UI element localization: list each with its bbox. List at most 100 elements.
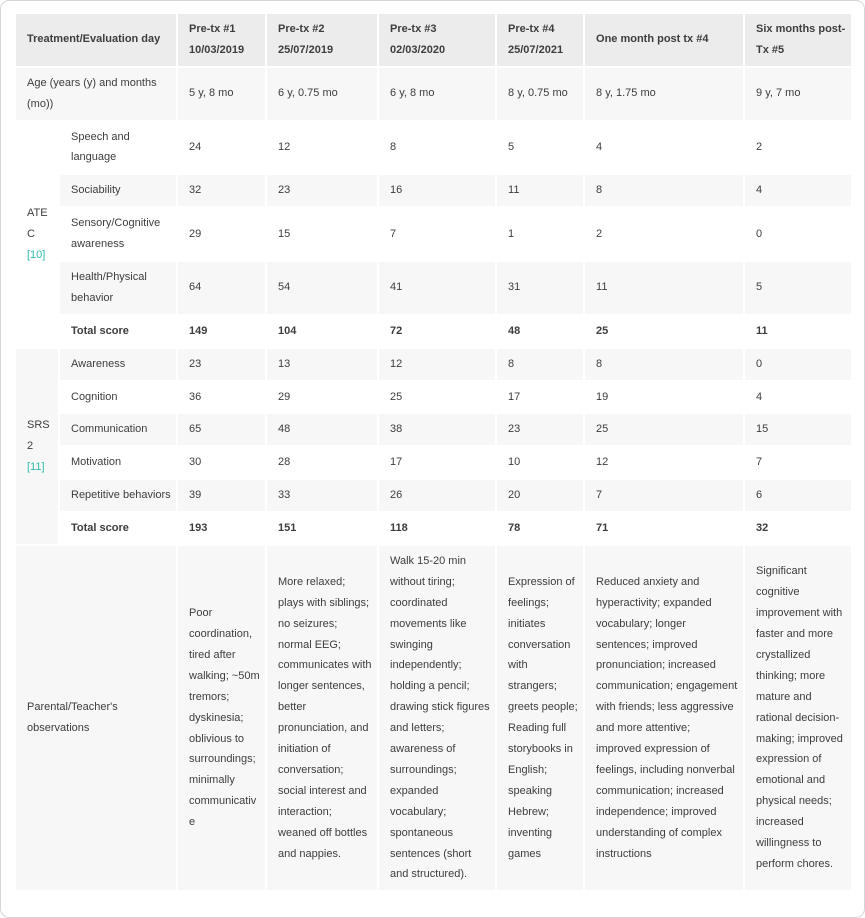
row-label-communication: Communication: [57, 412, 179, 448]
table-row-srs2-cognition: Cognition 36 29 25 17 19 4: [15, 379, 854, 415]
column-header-pretx2: Pre-tx #2 25/07/2019: [265, 12, 380, 68]
observation-cell: Significant cognitive improvement with f…: [743, 544, 854, 893]
column-header-pretx4: Pre-tx #4 25/07/2021: [495, 12, 586, 68]
table-row-atec-health: Health/Physical behavior 64 54 41 31 11 …: [15, 260, 854, 316]
score-cell: 15: [743, 412, 854, 448]
group-label-atec: ATEC [10]: [14, 119, 60, 349]
score-cell: 31: [495, 260, 586, 316]
score-cell: 7: [743, 445, 854, 481]
row-label-speech-language: Speech and language: [57, 119, 179, 176]
observation-cell: Expression of feelings; initiates conver…: [495, 544, 586, 893]
total-score-cell: 193: [176, 511, 268, 547]
table-row-srs2-motivation: Motivation 30 28 17 10 12 7: [15, 445, 854, 481]
table-row-atec-sociability: Sociability 32 23 16 11 8 4: [15, 173, 854, 209]
score-cell: 7: [583, 478, 746, 514]
total-score-cell: 149: [176, 313, 268, 349]
score-cell: 4: [583, 119, 746, 176]
score-cell: 4: [743, 173, 854, 209]
score-cell: 33: [265, 478, 380, 514]
score-cell: 8: [495, 346, 586, 382]
citation-link-11[interactable]: [11]: [27, 460, 45, 473]
score-cell: 29: [265, 379, 380, 415]
group-name-atec: ATEC: [27, 206, 48, 240]
column-header-six-months-post: Six months post-Tx #5: [743, 12, 854, 68]
row-label-sociability: Sociability: [57, 173, 179, 209]
score-cell: 5: [495, 119, 586, 176]
score-cell: 11: [583, 260, 746, 316]
score-cell: 32: [176, 173, 268, 209]
total-score-cell: 118: [377, 511, 498, 547]
score-cell: 65: [176, 412, 268, 448]
score-cell: 15: [265, 206, 380, 263]
total-score-cell: 48: [495, 313, 586, 349]
table-row-observations: Parental/Teacher's observations Poor coo…: [13, 544, 854, 893]
treatment-evaluation-table: Treatment/Evaluation day Pre-tx #1 10/03…: [13, 12, 854, 893]
score-cell: 25: [583, 412, 746, 448]
total-score-cell: 25: [583, 313, 746, 349]
total-score-cell: 72: [377, 313, 498, 349]
age-cell: 6 y, 8 mo: [377, 65, 498, 122]
age-cell: 9 y, 7 mo: [743, 65, 854, 122]
score-cell: 13: [265, 346, 380, 382]
score-cell: 1: [495, 206, 586, 263]
row-label-motivation: Motivation: [57, 445, 179, 481]
score-cell: 4: [743, 379, 854, 415]
row-label-repetitive-behaviors: Repetitive behaviors: [57, 478, 179, 514]
total-score-cell: 104: [265, 313, 380, 349]
score-cell: 10: [495, 445, 586, 481]
total-score-cell: 151: [265, 511, 380, 547]
age-cell: 5 y, 8 mo: [176, 65, 268, 122]
score-cell: 2: [583, 206, 746, 263]
score-cell: 19: [583, 379, 746, 415]
score-cell: 8: [583, 346, 746, 382]
score-cell: 7: [377, 206, 498, 263]
score-cell: 38: [377, 412, 498, 448]
score-cell: 23: [495, 412, 586, 448]
score-cell: 12: [265, 119, 380, 176]
score-cell: 28: [265, 445, 380, 481]
score-cell: 23: [265, 173, 380, 209]
score-cell: 29: [176, 206, 268, 263]
row-label-age: Age (years (y) and months (mo)): [13, 65, 179, 122]
score-cell: 64: [176, 260, 268, 316]
observation-cell: Walk 15-20 min without tiring; coordinat…: [377, 544, 498, 893]
total-score-cell: 11: [743, 313, 854, 349]
score-cell: 17: [377, 445, 498, 481]
score-cell: 39: [176, 478, 268, 514]
row-label-srs2-total: Total score: [57, 511, 179, 547]
score-cell: 5: [743, 260, 854, 316]
score-cell: 41: [377, 260, 498, 316]
citation-link-10[interactable]: [10]: [27, 248, 46, 261]
group-name-srs2: SRS2: [27, 419, 50, 452]
score-cell: 11: [495, 173, 586, 209]
row-label-observations: Parental/Teacher's observations: [13, 544, 179, 893]
column-header-pretx1: Pre-tx #1 10/03/2019: [176, 12, 268, 68]
score-cell: 54: [265, 260, 380, 316]
score-cell: 0: [743, 206, 854, 263]
score-cell: 23: [176, 346, 268, 382]
score-cell: 30: [176, 445, 268, 481]
column-header-treatment-day: Treatment/Evaluation day: [13, 12, 179, 68]
score-cell: 2: [743, 119, 854, 176]
row-label-awareness: Awareness: [57, 346, 179, 382]
table-row-srs2-total: Total score 193 151 118 78 71 32: [15, 511, 854, 547]
score-cell: 17: [495, 379, 586, 415]
score-cell: 24: [176, 119, 268, 176]
age-cell: 8 y, 1.75 mo: [583, 65, 746, 122]
group-label-srs2: SRS2 [11]: [14, 346, 60, 547]
age-cell: 8 y, 0.75 mo: [495, 65, 586, 122]
score-cell: 6: [743, 478, 854, 514]
row-label-atec-total: Total score: [57, 313, 179, 349]
observation-cell: More relaxed; plays with siblings; no se…: [265, 544, 380, 893]
score-cell: 20: [495, 478, 586, 514]
column-header-pretx3: Pre-tx #3 02/03/2020: [377, 12, 498, 68]
table-row-age: Age (years (y) and months (mo)) 5 y, 8 m…: [13, 65, 854, 122]
table-row-atec-speech: ATEC [10] Speech and language 24 12 8 5 …: [14, 119, 854, 349]
row-label-cognition: Cognition: [57, 379, 179, 415]
score-cell: 48: [265, 412, 380, 448]
score-cell: 16: [377, 173, 498, 209]
table-row-atec-sensory: Sensory/Cognitive awareness 29 15 7 1 2 …: [15, 206, 854, 263]
column-header-one-month-post: One month post tx #4: [583, 12, 746, 68]
total-score-cell: 32: [743, 511, 854, 547]
